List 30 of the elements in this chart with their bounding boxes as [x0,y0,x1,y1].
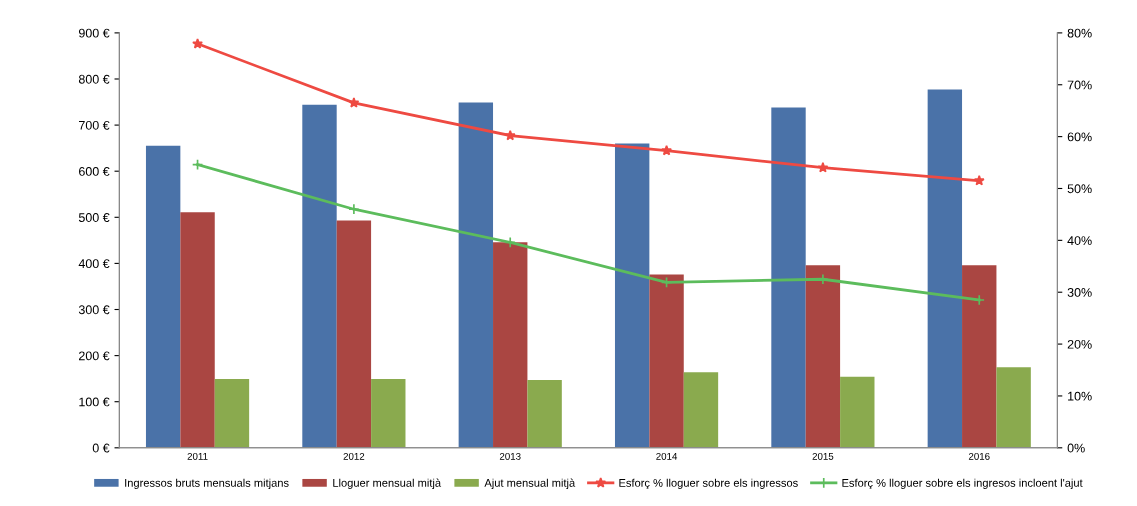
legend-label: Lloguer mensual mitjà [333,478,442,490]
y2-tick-label: 70% [1067,80,1092,90]
y-tick-label: 600 € [79,167,110,176]
y2-tick-label: 80% [1067,28,1092,38]
y-tick-label: 500 € [78,213,110,222]
legend-label: Esforç % lloguer sobre els ingresos incloent l'ajut [842,478,1083,490]
y2-tick-label: 30% [1067,288,1092,297]
y2-tick-label: 40% [1067,236,1092,245]
legend-label: Ajut mensual mitjà [484,478,576,490]
y-tick-label: 0 € [92,443,110,453]
y2-tick-label: 50% [1067,184,1092,194]
x-tick-label: 2011 [187,452,208,460]
x-tick-label: 2016 [968,452,990,460]
y-tick-label: 700 € [79,120,110,130]
x-tick-label: 2015 [812,452,834,460]
y2-tick-label: 20% [1067,339,1092,349]
y-tick-label: 800 € [78,74,110,84]
y-tick-label: 400 € [78,259,110,269]
y-tick-label: 100 € [79,397,110,407]
y2-tick-label: 60% [1067,132,1092,142]
legend-label: Esforç % lloguer sobre els ingressos [619,478,798,490]
y2-tick-label: 10% [1068,391,1092,401]
y-tick-label: 900 € [78,28,110,38]
y2-tick-label: 0% [1067,443,1085,453]
x-tick-label: 2012 [343,452,365,460]
x-tick-label: 2014 [656,452,678,460]
y-tick-label: 300 € [78,305,110,315]
x-tick-label: 2013 [499,452,521,460]
y-tick-label: 200 € [79,351,110,361]
legend-label: Ingressos bruts mensuals mitjans [125,478,289,490]
